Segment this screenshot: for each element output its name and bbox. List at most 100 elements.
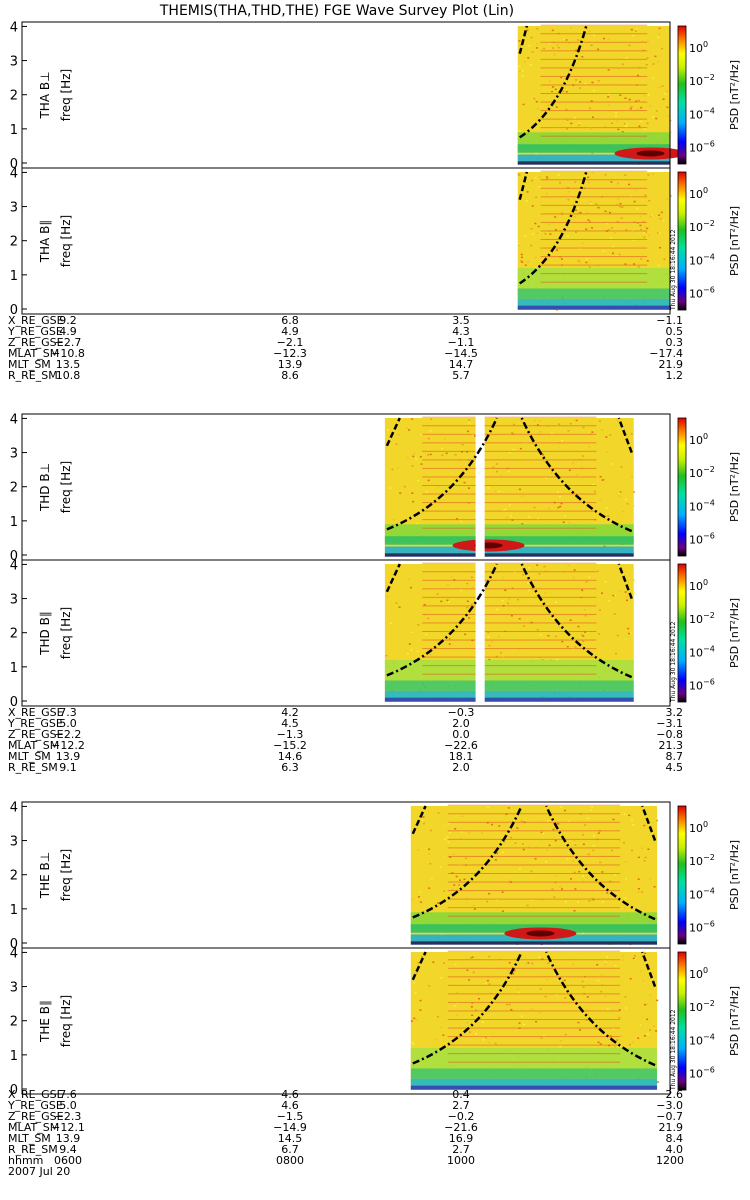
- psd-pixel: [525, 255, 528, 257]
- psd-pixel: [547, 507, 550, 510]
- psd-pixel: [459, 879, 462, 881]
- psd-pixel: [530, 244, 533, 247]
- harmonic-line: [422, 485, 597, 486]
- psd-pixel: [470, 957, 473, 959]
- psd-pixel: [644, 952, 647, 955]
- psd-pixel: [558, 495, 561, 498]
- psd-pixel: [608, 807, 611, 810]
- ephemeris-value: 2.0: [452, 717, 470, 730]
- psd-pixel: [422, 881, 425, 883]
- psd-pixel: [519, 447, 522, 450]
- psd-pixel: [657, 264, 660, 267]
- psd-pixel: [589, 115, 592, 117]
- psd-pixel: [607, 96, 610, 98]
- psd-pixel: [406, 652, 409, 655]
- freq-tick-label: 3: [10, 593, 18, 608]
- psd-pixel: [527, 567, 530, 569]
- freq-tick-label: 3: [10, 981, 18, 996]
- gyrofrequency-curve: [545, 805, 656, 921]
- psd-pixel: [429, 653, 432, 656]
- psd-pixel: [613, 613, 616, 615]
- psd-pixel: [544, 61, 547, 63]
- psd-pixel: [539, 988, 542, 990]
- ephemeris-value: −1.5: [277, 1110, 304, 1123]
- psd-pixel: [428, 848, 431, 851]
- harmonic-line: [422, 571, 597, 573]
- psd-pixel: [615, 652, 618, 655]
- psd-pixel: [531, 419, 534, 422]
- ephemeris-value: −14.9: [273, 1121, 307, 1134]
- psd-pixel: [506, 1003, 509, 1006]
- psd-pixel: [440, 1026, 443, 1029]
- psd-pixel: [643, 94, 646, 97]
- psd-pixel: [521, 963, 524, 966]
- harmonic-line: [422, 631, 597, 632]
- psd-pixel: [645, 895, 648, 898]
- colorbar-tick-label: 100: [689, 578, 708, 593]
- harmonic-line: [422, 502, 597, 504]
- psd-pixel: [665, 90, 668, 93]
- psd-pixel: [568, 469, 571, 472]
- psd-pixel: [526, 962, 529, 965]
- ephemeris-name: Y_RE_GSE: [7, 325, 63, 338]
- psd-pixel: [519, 68, 522, 71]
- psd-pixel: [647, 848, 650, 851]
- psd-band: [384, 690, 634, 698]
- psd-pixel: [536, 518, 539, 520]
- psd-pixel: [588, 900, 591, 902]
- psd-pixel: [551, 617, 554, 620]
- freq-tick-label: 2: [10, 89, 18, 104]
- psd-pixel: [585, 228, 588, 230]
- psd-pixel: [546, 176, 549, 178]
- psd-pixel: [622, 828, 625, 830]
- freq-axis-label: freq [Hz]: [59, 69, 73, 121]
- psd-pixel: [494, 598, 497, 601]
- psd-pixel: [665, 208, 668, 211]
- colorbar-label: PSD [nT²/Hz]: [728, 840, 741, 910]
- freq-axis-label: freq [Hz]: [59, 995, 73, 1047]
- psd-pixel: [425, 633, 428, 636]
- psd-pixel: [457, 814, 460, 817]
- psd-pixel: [488, 983, 491, 986]
- psd-pixel: [566, 645, 569, 648]
- psd-pixel: [575, 435, 578, 437]
- psd-pixel: [556, 658, 559, 661]
- psd-pixel: [440, 866, 443, 868]
- harmonic-line: [422, 579, 597, 581]
- harmonic-line: [447, 838, 621, 840]
- psd-pixel: [643, 128, 646, 130]
- psd-pixel: [469, 574, 472, 577]
- harmonic-line: [422, 527, 597, 529]
- psd-pixel: [644, 231, 647, 234]
- psd-pixel: [665, 119, 668, 121]
- psd-pixel: [625, 498, 628, 501]
- freq-tick-label: 0: [10, 695, 18, 710]
- psd-pixel: [533, 841, 536, 843]
- psd-pixel: [637, 232, 640, 235]
- psd-pixel: [656, 999, 659, 1002]
- psd-pixel: [661, 176, 664, 179]
- psd-pixel: [501, 910, 504, 912]
- colorbar-gradient: [677, 171, 687, 311]
- psd-pixel: [421, 864, 424, 867]
- psd-pixel: [560, 478, 563, 480]
- psd-pixel: [510, 1008, 513, 1011]
- psd-pixel: [591, 431, 594, 433]
- psd-pixel: [540, 831, 543, 834]
- psd-pixel: [539, 1011, 542, 1014]
- psd-pixel: [590, 100, 593, 102]
- psd-pixel: [469, 1031, 472, 1033]
- colorbar-tick-label: 10−2: [689, 465, 715, 480]
- psd-pixel: [612, 818, 615, 821]
- psd-pixel: [650, 215, 653, 217]
- psd-pixel: [592, 844, 595, 847]
- ephemeris-name: MLT_SM: [8, 750, 51, 763]
- psd-pixel: [399, 492, 402, 494]
- panel-label: THD B∥: [38, 611, 52, 656]
- freq-tick-label: 1: [10, 903, 18, 918]
- harmonic-line: [422, 622, 597, 624]
- psd-pixel: [625, 126, 628, 128]
- psd-pixel: [488, 955, 491, 958]
- psd-pixel: [520, 253, 523, 256]
- panel-label: THE B⊥: [38, 852, 52, 899]
